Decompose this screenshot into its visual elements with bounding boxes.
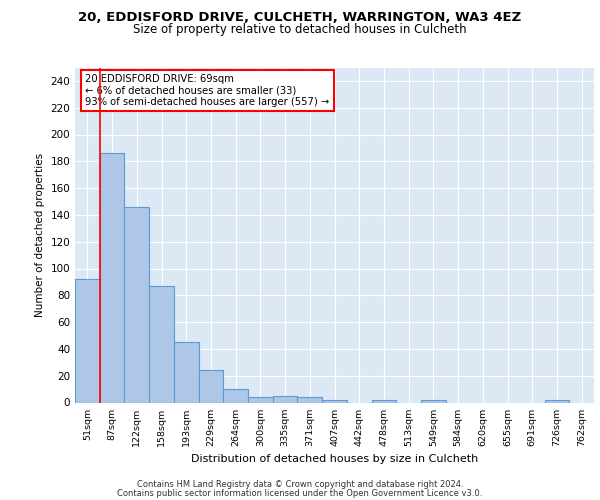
Text: Contains HM Land Registry data © Crown copyright and database right 2024.: Contains HM Land Registry data © Crown c…	[137, 480, 463, 489]
Text: 20 EDDISFORD DRIVE: 69sqm
← 6% of detached houses are smaller (33)
93% of semi-d: 20 EDDISFORD DRIVE: 69sqm ← 6% of detach…	[85, 74, 329, 108]
Bar	[124, 207, 149, 402]
Bar	[199, 370, 223, 402]
Bar	[322, 400, 347, 402]
Bar	[100, 154, 124, 402]
Bar	[223, 389, 248, 402]
Bar	[75, 279, 100, 402]
Text: Size of property relative to detached houses in Culcheth: Size of property relative to detached ho…	[133, 22, 467, 36]
Bar	[298, 397, 322, 402]
Bar	[371, 400, 396, 402]
Text: Contains public sector information licensed under the Open Government Licence v3: Contains public sector information licen…	[118, 488, 482, 498]
Bar	[248, 397, 273, 402]
Text: 20, EDDISFORD DRIVE, CULCHETH, WARRINGTON, WA3 4EZ: 20, EDDISFORD DRIVE, CULCHETH, WARRINGTO…	[79, 11, 521, 24]
Bar	[149, 286, 174, 403]
X-axis label: Distribution of detached houses by size in Culcheth: Distribution of detached houses by size …	[191, 454, 478, 464]
Bar	[421, 400, 446, 402]
Bar	[174, 342, 199, 402]
Y-axis label: Number of detached properties: Number of detached properties	[35, 153, 45, 317]
Bar	[273, 396, 298, 402]
Bar	[545, 400, 569, 402]
